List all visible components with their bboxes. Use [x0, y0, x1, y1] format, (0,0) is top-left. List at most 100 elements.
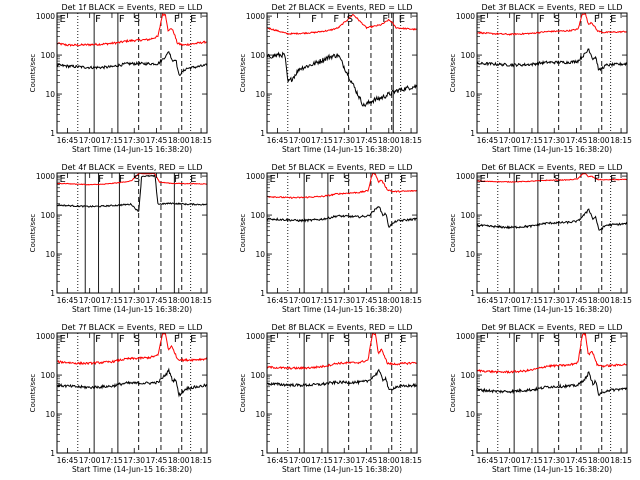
plot-frame	[476, 172, 628, 294]
state-annotation: F	[95, 14, 101, 25]
detector-panel: Det 9f BLACK = Events, RED = LLD 1 10 100 10…	[449, 323, 632, 474]
x-tick-label: 17:00	[499, 136, 521, 145]
state-annotation: E	[59, 334, 65, 345]
state-annotation: S	[554, 14, 560, 25]
lld-line	[477, 333, 627, 375]
y-axis-label: Counts/sec	[449, 374, 457, 413]
panel-title: Det 5f BLACK = Events, RED = LLD	[271, 163, 412, 172]
state-annotation: S	[134, 334, 140, 345]
events-line	[477, 371, 627, 397]
x-axis-label: Start Time (14-Jun-15 16:38:20)	[72, 465, 192, 474]
state-annotation: F	[311, 14, 317, 25]
lld-line	[267, 13, 417, 36]
lld-line	[477, 173, 627, 183]
state-annotation: S	[347, 14, 353, 25]
y-tick-label: 1	[260, 289, 265, 298]
x-tick-label: 17:00	[79, 296, 101, 305]
x-tick-label: 17:00	[289, 456, 311, 465]
x-tick-label: 17:00	[499, 296, 521, 305]
y-tick-label: 10	[45, 410, 55, 419]
x-tick-label: 18:00	[168, 456, 190, 465]
plot-frame	[266, 12, 418, 134]
state-annotation: F	[305, 334, 311, 345]
state-annotation: E	[479, 334, 485, 345]
state-annotation: E	[400, 174, 406, 185]
detector-panel: Det 1f BLACK = Events, RED = LLD 1 10 100 10…	[29, 3, 212, 154]
x-tick-label: 17:45	[566, 296, 588, 305]
events-line	[267, 368, 417, 391]
x-tick-label: 17:30	[543, 456, 565, 465]
state-annotation: E	[479, 14, 485, 25]
lld-line	[57, 13, 207, 47]
y-tick-label: 10	[45, 250, 55, 259]
x-tick-label: 17:15	[521, 296, 543, 305]
y-tick-label: 10	[45, 90, 55, 99]
state-annotation: S	[344, 334, 350, 345]
y-tick-label: 1000	[246, 12, 265, 21]
x-tick-label: 17:00	[499, 456, 521, 465]
y-tick-label: 1000	[36, 332, 55, 341]
state-annotation: F	[329, 334, 335, 345]
detector-panel: Det 6f BLACK = Events, RED = LLD 1 10 100 10…	[449, 163, 632, 314]
x-tick-label: 18:15	[190, 296, 212, 305]
detector-panel: Det 7f BLACK = Events, RED = LLD 1 10 100 10…	[29, 323, 212, 474]
x-tick-label: 18:00	[378, 136, 400, 145]
x-tick-label: 17:30	[123, 136, 145, 145]
x-tick-label: 17:45	[146, 296, 168, 305]
state-annotation: F	[95, 334, 101, 345]
y-tick-label: 100	[41, 211, 56, 220]
state-annotation: E	[610, 174, 616, 185]
state-annotation: E	[59, 174, 65, 185]
lld-line	[57, 173, 207, 186]
x-axis-label: Start Time (14-Jun-15 16:38:20)	[492, 145, 612, 154]
x-tick-label: 17:45	[146, 456, 168, 465]
state-annotation: F	[384, 334, 390, 345]
y-tick-label: 100	[41, 371, 56, 380]
x-axis-label: Start Time (14-Jun-15 16:38:20)	[492, 465, 612, 474]
plot-frame	[56, 12, 208, 134]
y-tick-label: 1	[50, 289, 55, 298]
x-tick-label: 17:30	[333, 136, 355, 145]
x-tick-label: 18:00	[168, 136, 190, 145]
y-tick-label: 1000	[456, 172, 475, 181]
x-tick-label: 18:00	[588, 136, 610, 145]
x-tick-label: 17:45	[146, 136, 168, 145]
x-tick-label: 18:15	[400, 296, 422, 305]
x-tick-label: 17:15	[521, 456, 543, 465]
detector-panel: Det 5f BLACK = Events, RED = LLD 1 10 100 10…	[239, 163, 422, 314]
state-annotation: F	[305, 174, 311, 185]
x-tick-label: 17:30	[333, 456, 355, 465]
x-tick-label: 17:15	[101, 456, 123, 465]
detector-panel: Det 4f BLACK = Events, RED = LLD 1 10 100 10…	[29, 163, 212, 314]
x-tick-label: 18:15	[610, 456, 632, 465]
x-tick-label: 17:45	[356, 136, 378, 145]
x-tick-label: 17:15	[311, 296, 333, 305]
panel-title: Det 9f BLACK = Events, RED = LLD	[481, 323, 622, 332]
x-tick-label: 17:00	[289, 296, 311, 305]
state-annotation: F	[384, 174, 390, 185]
state-annotation: E	[59, 14, 65, 25]
x-tick-label: 18:15	[610, 296, 632, 305]
state-annotation: S	[344, 174, 350, 185]
y-axis-label: Counts/sec	[239, 214, 247, 253]
lld-line	[267, 173, 417, 199]
state-annotation: F	[119, 174, 125, 185]
x-tick-label: 17:30	[123, 296, 145, 305]
x-axis-label: Start Time (14-Jun-15 16:38:20)	[282, 305, 402, 314]
x-tick-label: 18:00	[378, 296, 400, 305]
x-tick-label: 17:30	[333, 296, 355, 305]
events-line	[477, 48, 627, 72]
lld-line	[477, 13, 627, 36]
x-tick-label: 17:00	[289, 136, 311, 145]
y-tick-label: 10	[255, 250, 265, 259]
state-annotation: F	[333, 14, 339, 25]
x-tick-label: 17:15	[311, 136, 333, 145]
x-tick-label: 16:45	[267, 136, 289, 145]
plot-frame	[56, 332, 208, 454]
x-tick-label: 17:15	[101, 296, 123, 305]
y-tick-label: 1000	[246, 332, 265, 341]
plot-frame	[266, 332, 418, 454]
x-tick-label: 17:45	[566, 456, 588, 465]
y-tick-label: 1000	[36, 172, 55, 181]
state-annotation: E	[399, 14, 405, 25]
